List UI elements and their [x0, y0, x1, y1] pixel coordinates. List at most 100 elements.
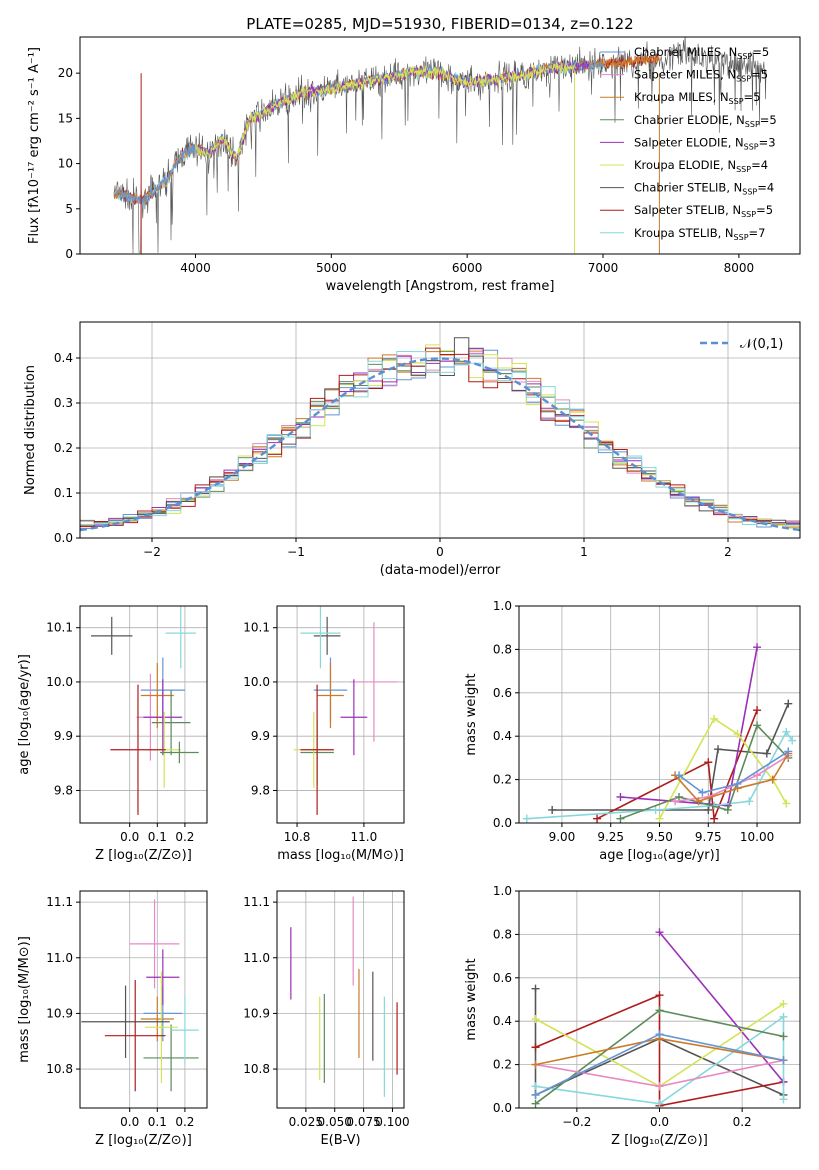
- plot-area: [531, 928, 788, 1108]
- y-tick-label: 9.9: [251, 729, 270, 743]
- x-tick-label: 11.0: [351, 830, 378, 844]
- x-tick-label: 5000: [316, 261, 347, 275]
- y-tick-label: 0.0: [493, 1101, 512, 1115]
- panel-residuals: −2 −1 0 1 2 0.0 0.1 0.2 0.3 0.4 (data-model)/error…: [23, 321, 801, 578]
- x-tick-label: 0.2: [733, 1115, 752, 1129]
- legend-text: Salpeter ELODIE, N: [634, 135, 744, 149]
- figure-title: PLATE=0285, MJD=51930, FIBERID=0134, z=0…: [246, 15, 633, 33]
- plot-area: [91, 606, 199, 815]
- data-point-marker: [616, 814, 625, 823]
- data-point-marker: [655, 991, 664, 1000]
- y-tick-label: 10.0: [46, 675, 73, 689]
- series-line: [674, 755, 789, 803]
- data-point-marker: [531, 1015, 540, 1024]
- grid-lines: [277, 606, 404, 823]
- x-axis-label: E(B-V): [320, 1133, 360, 1148]
- data-point-marker: [531, 1060, 540, 1069]
- legend-text: Kroupa MILES, N: [634, 90, 729, 104]
- y-tick-label: 0.8: [493, 642, 512, 656]
- data-point-marker: [655, 928, 664, 937]
- legend-value: =4: [757, 181, 774, 195]
- data-point-marker: [753, 721, 762, 730]
- legend-text: Chabrier MILES, N: [634, 45, 737, 59]
- data-point-marker: [733, 779, 742, 788]
- axes-frame: [276, 605, 405, 824]
- series-line: [195, 62, 577, 160]
- panel-mass-weight-vs-age: 9.00 9.25 9.50 9.75 10.00 0.0 0.2 0.4 0.6 0.8 1.0 a…: [464, 599, 801, 863]
- data-point-marker: [784, 699, 793, 708]
- x-tick-label: 2: [724, 545, 732, 559]
- plot-area: [290, 896, 398, 1097]
- data-point-marker: [548, 805, 557, 814]
- legend-value: =5: [752, 45, 769, 59]
- data-point-marker: [655, 1099, 664, 1108]
- data-point-marker: [745, 797, 754, 806]
- data-point-marker: [531, 1082, 540, 1091]
- series-line: [678, 750, 789, 794]
- data-point-marker: [531, 1099, 540, 1108]
- x-tick-label: 0.075: [346, 1115, 380, 1129]
- legend-label: Chabrier MILES, NSSP=5: [634, 45, 769, 61]
- x-tick-label: 0.2: [175, 1115, 194, 1129]
- data-point-marker: [616, 792, 625, 801]
- legend-subscript: SSP: [736, 75, 751, 84]
- y-axis-label: Normed distribution: [23, 365, 38, 495]
- legend-label: Kroupa MILES, NSSP=5: [634, 90, 760, 106]
- axes-frame: [79, 36, 801, 255]
- grid-lines: [277, 891, 404, 1108]
- grid-lines: [519, 605, 800, 824]
- y-tick-label: 1.0: [493, 884, 512, 898]
- legend-subscript: SSP: [736, 165, 751, 174]
- x-axis-label: wavelength [Angstrom, rest frame]: [326, 279, 555, 294]
- data-point-marker: [651, 805, 660, 814]
- data-point-marker: [723, 805, 732, 814]
- data-point-marker: [704, 758, 713, 767]
- y-axis-label: mass weight: [464, 673, 479, 755]
- y-tick-label: 5: [65, 202, 73, 216]
- series-line: [535, 993, 784, 1107]
- legend-label: Kroupa ELODIE, NSSP=4: [634, 158, 768, 174]
- data-point-marker: [779, 1012, 788, 1021]
- grid-lines: [80, 891, 207, 1108]
- data-point-marker: [531, 984, 540, 993]
- y-tick-label: 10: [58, 157, 73, 171]
- data-point-marker: [704, 805, 713, 814]
- legend-value: =7: [749, 226, 766, 240]
- y-tick-label: 11.0: [243, 951, 270, 965]
- data-point-marker: [714, 745, 723, 754]
- legend-text: Kroupa ELODIE, N: [634, 158, 736, 172]
- legend-text: Salpeter STELIB, N: [634, 203, 741, 217]
- legend-value: =3: [759, 135, 776, 149]
- y-tick-label: 10.1: [243, 621, 270, 635]
- x-tick-label: 4000: [180, 261, 211, 275]
- legend-subscript: SSP: [741, 210, 756, 219]
- legend-subscript: SSP: [729, 97, 744, 106]
- axes-frame: [276, 890, 405, 1109]
- y-tick-label: 15: [58, 111, 73, 125]
- legend: 𝒩(0,1): [700, 337, 783, 352]
- data-point-marker: [655, 1006, 664, 1015]
- data-point-marker: [779, 999, 788, 1008]
- data-point-marker: [782, 799, 791, 808]
- legend-subscript: SSP: [745, 120, 760, 129]
- plot-area: [113, 37, 767, 254]
- data-point-marker: [784, 747, 793, 756]
- x-tick-label: 0.1: [148, 1115, 167, 1129]
- x-axis-label: age [log₁₀(age/yr)]: [599, 848, 720, 863]
- x-tick-label: 7000: [588, 261, 619, 275]
- series-line: [596, 709, 758, 820]
- x-tick-label: 9.25: [597, 830, 624, 844]
- y-tick-label: 0.4: [54, 351, 73, 365]
- panel-mass-vs-Z: 0.0 0.1 0.2 10.8 10.9 11.0 11.1 Z [log₁₀(Z/Z⊙)]…: [17, 890, 208, 1148]
- data-point-marker: [779, 1056, 788, 1065]
- x-tick-label: 0.1: [148, 830, 167, 844]
- y-axis-label: age [log₁₀(age/yr)]: [17, 654, 32, 775]
- data-point-marker: [675, 771, 684, 780]
- data-point-marker: [531, 1090, 540, 1099]
- y-tick-label: 0.6: [493, 971, 512, 985]
- x-tick-label: 1: [580, 545, 588, 559]
- x-tick-label: 0.025: [289, 1115, 323, 1129]
- data-point-marker: [753, 771, 762, 780]
